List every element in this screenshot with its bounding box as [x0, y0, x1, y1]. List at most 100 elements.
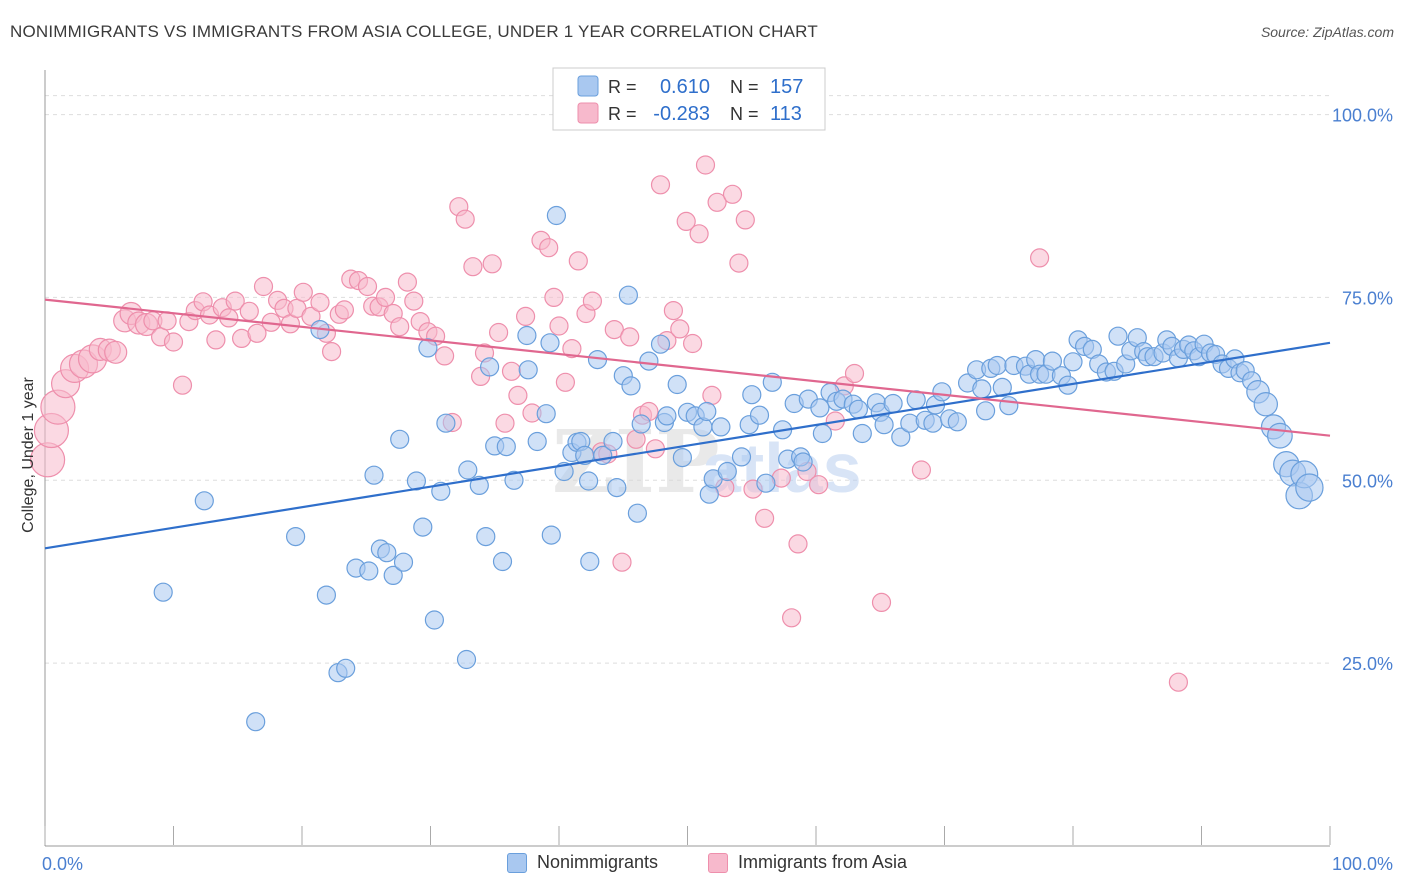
- legend-swatch-blue: [577, 75, 599, 97]
- nonimmigrant-point: [383, 565, 403, 586]
- immigrant-point: [508, 385, 528, 405]
- trend-line-immigrants-asia: [44, 298, 1331, 437]
- nonimmigrant-point: [458, 460, 478, 480]
- immigrant-point: [650, 175, 671, 195]
- nonimmigrant-point: [657, 406, 677, 426]
- nonimmigrant-point: [923, 413, 943, 433]
- nonimmigrant-point: [580, 551, 600, 572]
- nonimmigrant-point: [756, 473, 776, 493]
- nonimmigrant-point: [469, 475, 489, 495]
- nonimmigrant-point: [393, 552, 414, 572]
- nonimmigrant-point: [390, 429, 410, 449]
- nonimmigrant-point: [424, 610, 444, 630]
- nonimmigrant-point: [618, 285, 639, 305]
- nonimmigrant-point: [418, 338, 438, 358]
- nonimmigrant-point: [359, 561, 379, 581]
- immigrant-point: [568, 251, 588, 271]
- nonimmigrant-point: [852, 423, 872, 444]
- nonimmigrant-point: [812, 423, 833, 444]
- immigrant-point: [612, 552, 632, 572]
- nonimmigrant-point: [1266, 422, 1293, 449]
- nonimmigrant-point: [527, 431, 547, 452]
- immigrant-point: [247, 323, 267, 343]
- nonimmigrant-point: [1295, 473, 1324, 502]
- legend-r-label-2: R =: [608, 104, 637, 124]
- y-tick-label: 100.0%: [1332, 106, 1393, 126]
- immigrant-point: [549, 316, 569, 336]
- nonimmigrant-point: [607, 478, 627, 498]
- nonimmigrant-point: [578, 471, 599, 491]
- immigrant-point: [702, 385, 722, 405]
- nonimmigrant-point: [316, 585, 336, 605]
- nonimmigrant-point: [891, 427, 911, 447]
- immigrant-point: [253, 276, 274, 297]
- nonimmigrant-point: [517, 325, 537, 346]
- immigrant-point: [404, 291, 424, 311]
- immigrant-point: [157, 311, 177, 331]
- x-tick-label-min: 0.0%: [42, 854, 83, 874]
- immigrant-point: [293, 282, 313, 302]
- nonimmigrant-point: [947, 412, 967, 432]
- nonimmigrant-point: [932, 382, 952, 402]
- nonimmigrant-point: [992, 377, 1012, 397]
- immigrant-point: [455, 209, 475, 229]
- legend-item-nonimmigrants[interactable]: Nonimmigrants: [507, 852, 658, 873]
- immigrant-point: [844, 363, 865, 384]
- x-tick-label-max: 100.0%: [1332, 854, 1393, 874]
- y-tick-label: 50.0%: [1342, 471, 1393, 491]
- trend-lines: [44, 298, 1331, 550]
- immigrant-point: [871, 592, 892, 613]
- legend-n-value-2: 113: [770, 103, 802, 125]
- nonimmigrant-point: [883, 393, 903, 414]
- immigrant-point: [582, 291, 603, 311]
- immigrant-point: [1168, 672, 1189, 692]
- nonimmigrant-point: [456, 649, 477, 670]
- immigrant-point: [539, 238, 559, 258]
- nonimmigrant-point: [697, 401, 717, 422]
- nonimmigrant-point: [667, 374, 687, 395]
- immigrant-point: [489, 322, 509, 343]
- nonimmigrant-point: [541, 525, 561, 545]
- legend-label-nonimmigrants: Nonimmigrants: [537, 852, 659, 872]
- nonimmigrant-point: [650, 334, 671, 354]
- immigrant-point: [206, 330, 226, 350]
- y-axis-label: College, Under 1 year: [20, 377, 37, 533]
- legend-item-immigrants-asia[interactable]: Immigrants from Asia: [708, 852, 907, 873]
- immigrant-point: [722, 184, 743, 204]
- nonimmigrant-point: [631, 414, 651, 434]
- legend-swatch-nonimmigrants: [507, 852, 527, 873]
- nonimmigrant-point: [413, 517, 433, 537]
- immigrant-point: [515, 306, 536, 326]
- legend-swatch-pink: [577, 102, 599, 124]
- nonimmigrant-point: [639, 351, 659, 371]
- immigrant-point: [676, 211, 696, 231]
- nonimmigrant-point: [621, 376, 641, 396]
- immigrant-point: [735, 210, 755, 230]
- nonimmigrant-point: [246, 712, 266, 732]
- nonimmigrant-point: [1042, 351, 1063, 371]
- nonimmigrant-point: [627, 503, 648, 523]
- chart-title: NONIMMIGRANTS VS IMMIGRANTS FROM ASIA CO…: [10, 22, 818, 41]
- immigrant-point: [104, 340, 128, 364]
- nonimmigrant-point: [975, 401, 996, 421]
- nonimmigrant-point: [436, 413, 456, 433]
- immigrant-point: [482, 254, 502, 274]
- immigrant-point: [788, 534, 808, 554]
- nonimmigrant-point: [336, 658, 356, 678]
- nonimmigrant-point: [848, 399, 869, 419]
- legend-r-value-1: 0.610: [660, 76, 710, 98]
- immigrant-point: [670, 319, 690, 339]
- immigrant-point: [375, 287, 396, 307]
- nonimmigrant-point: [1253, 392, 1279, 417]
- immigrant-point: [781, 608, 802, 628]
- nonimmigrant-point: [546, 205, 567, 226]
- legend-r-label-1: R =: [608, 77, 637, 97]
- immigrant-point: [689, 224, 709, 244]
- grid-lines: [45, 95, 1330, 664]
- legend-n-value-1: 157: [770, 76, 803, 98]
- immigrant-point: [239, 301, 259, 321]
- legend-n-label-2: N =: [730, 104, 759, 124]
- immigrant-point: [501, 361, 522, 381]
- immigrant-point: [808, 475, 829, 495]
